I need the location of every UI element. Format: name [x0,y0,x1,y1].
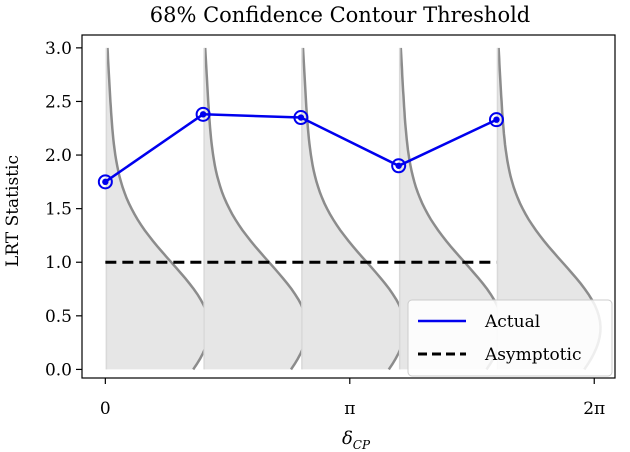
legend-label-actual: Actual [484,312,540,332]
actual-marker-1 [195,106,211,122]
y-tick-label-1: 0.5 [45,307,72,327]
x-axis-label-main: δ [342,428,353,449]
actual-marker-0 [97,174,113,190]
violin-fill-2 [301,47,405,370]
x-tick-label-2: 2π [583,399,605,419]
x-axis-label: δCP [342,428,371,452]
violin-fill-0 [106,47,210,370]
actual-marker-4 [488,112,504,128]
x-tick-label-1: π [344,399,355,419]
legend: Actual Asymptotic [407,299,613,377]
actual-marker-dot-2 [297,114,305,121]
chart-title: 68% Confidence Contour Threshold [150,3,531,27]
plot-frame [81,34,616,379]
violin-fill-3 [399,47,503,370]
actual-marker-dot-3 [395,162,402,169]
violin-fill-4 [497,47,601,370]
y-tick-label-6: 3.0 [45,39,72,59]
legend-box [407,299,613,377]
actual-marker-dot-4 [493,116,500,123]
x-axis-label-subscript: CP [353,438,371,452]
y-tick-label-5: 2.5 [45,92,72,112]
actual-marker-3 [391,158,407,174]
axes: 0.0 0.5 1.0 1.5 2.0 2.5 3.0 0 π 2π [45,34,616,419]
y-tick-label-0: 0.0 [45,360,72,380]
y-tick-label-3: 1.5 [45,200,72,220]
actual-marker-dot-1 [199,111,207,118]
actual-marker-dot-0 [102,178,109,186]
legend-label-asymptotic: Asymptotic [484,345,581,365]
plot-series [97,106,504,264]
violin-fill-1 [204,47,308,370]
x-tick-label-0: 0 [100,399,111,419]
y-tick-label-4: 2.0 [45,146,72,166]
y-tick-label-2: 1.0 [45,253,72,273]
actual-marker-2 [293,110,309,126]
y-axis-label: LRT Statistic [3,155,23,267]
